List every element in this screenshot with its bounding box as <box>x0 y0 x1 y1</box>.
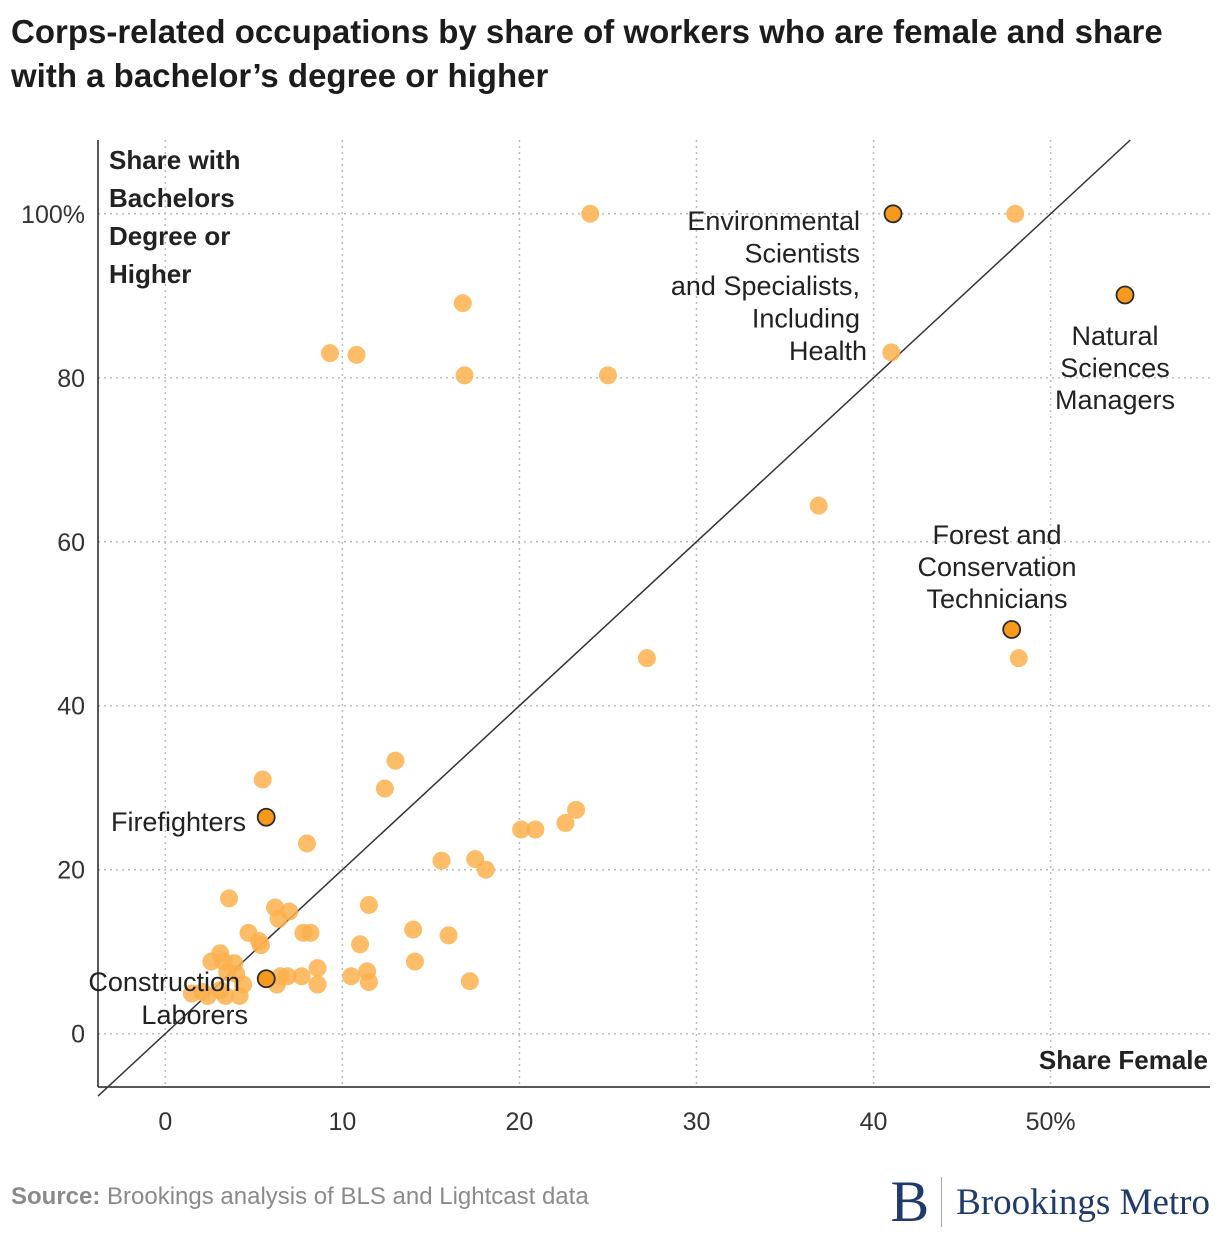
data-point <box>556 813 575 832</box>
y-tick-label: 80 <box>57 365 85 393</box>
annotation-label-line: Conservation <box>917 552 1076 582</box>
highlighted-point <box>1115 285 1135 305</box>
data-point <box>308 959 327 978</box>
y-axis-title-line: Higher <box>109 259 191 289</box>
data-point <box>405 952 424 971</box>
annotation-label: Natural Sciences Managers <box>1055 321 1175 415</box>
data-point <box>455 366 474 385</box>
data-point <box>220 889 239 908</box>
data-point <box>453 294 472 313</box>
annotation-label: Construction Laborers <box>88 967 248 1030</box>
brand-divider <box>941 1177 943 1227</box>
data-point <box>637 649 656 668</box>
data-point <box>567 800 586 819</box>
data-point <box>342 967 361 986</box>
axes: 0 10 20 30 40 50% 0 20 40 60 80 100% Share with Bache… <box>21 140 1210 1136</box>
annotation-label-line: Sciences <box>1060 353 1170 383</box>
annotation-label: Firefighters <box>111 807 246 837</box>
annotation-label-line: Laborers <box>141 1000 248 1030</box>
data-point <box>581 204 600 223</box>
data-point <box>359 973 378 992</box>
annotation-label-line: Scientists <box>744 239 860 269</box>
data-point <box>432 851 451 870</box>
data-point <box>598 366 617 385</box>
data-point <box>882 343 901 362</box>
y-tick-label: 0 <box>71 1021 85 1049</box>
data-point <box>269 909 288 928</box>
data-point <box>375 779 394 798</box>
data-point <box>460 972 479 991</box>
brand-letter: B <box>890 1169 930 1234</box>
highlighted-point <box>883 204 903 224</box>
reference-line <box>97 139 1131 1097</box>
data-point <box>202 952 221 971</box>
source-label: Source: <box>11 1183 101 1210</box>
y-tick-label: 100% <box>21 201 85 229</box>
data-point <box>404 920 423 939</box>
annotation-label-line: Firefighters <box>111 807 246 837</box>
annotation-label-line: Technicians <box>926 584 1067 614</box>
brand-name: Brookings Metro <box>956 1181 1210 1223</box>
data-point <box>251 936 270 955</box>
data-point <box>351 935 370 954</box>
highlighted-point <box>1002 620 1022 639</box>
y-axis-title-line: Degree or <box>109 221 230 251</box>
annotation-label-line: Construction <box>88 967 240 997</box>
data-point <box>253 770 272 789</box>
data-point <box>297 834 316 853</box>
data-point <box>301 923 320 942</box>
x-tick-label: 0 <box>158 1108 172 1136</box>
annotation-label-line: Including <box>752 304 860 334</box>
data-point <box>347 345 366 364</box>
x-tick-label: 30 <box>683 1108 711 1136</box>
annotation-label: Forest and Conservation Technicians <box>917 520 1076 614</box>
y-tick-label: 40 <box>57 693 85 721</box>
highlighted-point <box>256 969 276 989</box>
data-point <box>526 820 545 839</box>
y-tick-label: 60 <box>57 529 85 557</box>
data-point <box>386 751 405 770</box>
grid-lines <box>98 140 1210 1087</box>
data-point <box>230 986 249 1005</box>
y-tick-label: 20 <box>57 857 85 885</box>
x-axis-title: Share Female <box>1039 1045 1208 1075</box>
y-axis-title-line: Bachelors <box>109 183 235 213</box>
data-point <box>476 860 495 879</box>
data-point <box>512 820 531 839</box>
data-point <box>292 967 311 986</box>
chart-title: Corps-related occupations by share of wo… <box>11 13 1163 94</box>
scatter-chart: 0 10 20 30 40 50% 0 20 40 60 80 100% Share with Bache… <box>21 139 1210 1136</box>
annotation-label-line: Health <box>789 336 867 366</box>
annotations: Environmental Scientists and Specialists, I… <box>88 206 1175 1030</box>
data-point <box>308 975 327 994</box>
highlighted-points <box>256 204 1135 989</box>
data-point <box>182 984 201 1003</box>
source-text: Brookings analysis of BLS and Lightcast … <box>107 1183 589 1210</box>
annotation-label: Environmental Scientists and Specialists, I… <box>671 206 867 366</box>
data-point <box>320 344 339 363</box>
annotation-label-line: Managers <box>1055 385 1175 415</box>
source-note: Source: Brookings analysis of BLS and Li… <box>11 1183 589 1211</box>
data-point <box>439 926 458 945</box>
annotation-label-line: Forest and <box>932 520 1061 550</box>
y-axis-title-line: Share with <box>109 145 240 175</box>
annotation-label-line: Environmental <box>687 206 860 236</box>
data-point <box>359 895 378 914</box>
data-point <box>198 986 217 1005</box>
reference-line-layer <box>97 139 1131 1097</box>
x-tick-label: 40 <box>860 1108 888 1136</box>
x-tick-label: 10 <box>328 1108 356 1136</box>
data-point <box>809 496 828 515</box>
annotation-label-line: Natural <box>1071 321 1158 351</box>
x-tick-label: 20 <box>506 1108 534 1136</box>
highlighted-point <box>256 807 276 827</box>
annotation-label-line: and Specialists, <box>671 271 860 301</box>
data-point <box>1006 204 1025 223</box>
data-points <box>182 204 1028 1005</box>
x-tick-label: 50% <box>1026 1108 1076 1136</box>
y-axis-title: Share with Bachelors Degree or Higher <box>109 145 240 289</box>
data-point <box>216 986 235 1005</box>
brand-logo: B Brookings Metro <box>890 1172 1210 1232</box>
data-point <box>1009 649 1028 668</box>
